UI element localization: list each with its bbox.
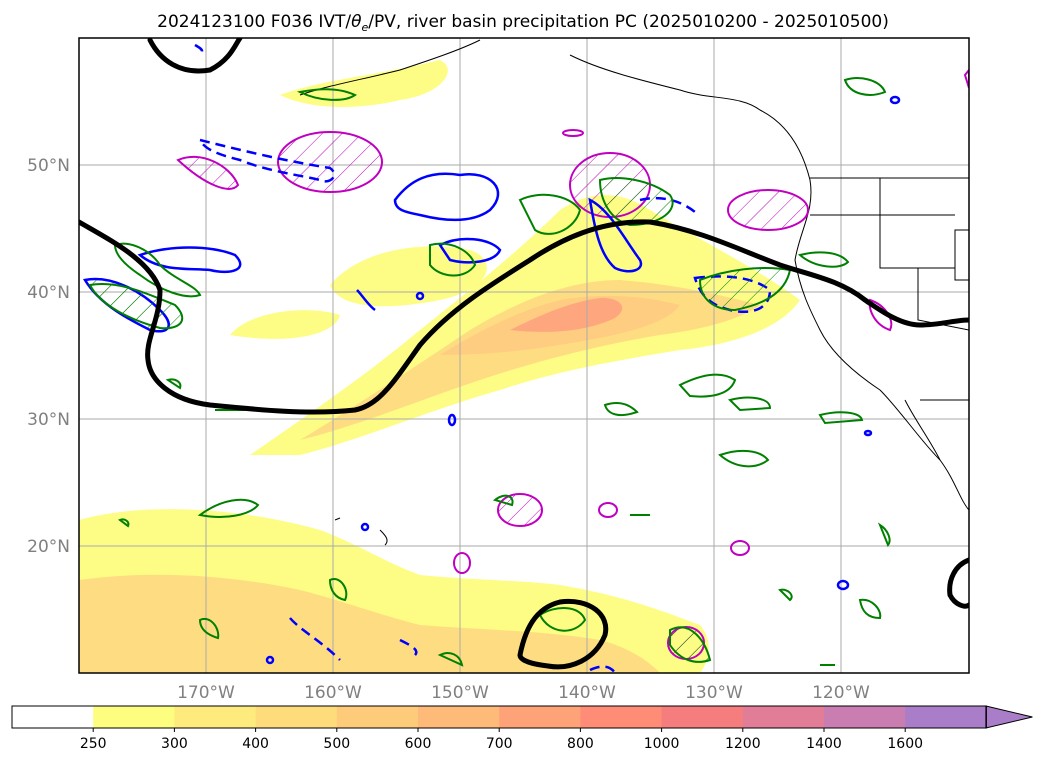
colorbar-extend-arrow <box>985 705 1033 729</box>
figure-title: 2024123100 F036 IVT/θe/PV, river basin p… <box>157 12 889 34</box>
colorbar: 250 300 400 500 600 700 800 1000 1200 1400 1600 <box>11 705 1033 752</box>
colorbar-tick-label: 1600 <box>887 736 923 752</box>
colorbar-segment <box>174 706 257 728</box>
colorbar-tick-label: 400 <box>242 736 269 752</box>
lon-tick-labels: 170°W 160°W 150°W 140°W 130°W 120°W <box>177 683 870 703</box>
colorbar-tick-label: 1000 <box>644 736 680 752</box>
colorbar-tick-label: 600 <box>405 736 432 752</box>
ivt-fill-600 <box>510 297 623 332</box>
colorbar-segment <box>905 706 987 728</box>
colorbar-segment <box>336 706 419 728</box>
map-content <box>79 38 969 673</box>
colorbar-segment <box>255 706 338 728</box>
lon-tick-label: 150°W <box>431 683 489 703</box>
coastlines <box>299 39 969 546</box>
colorbar-tick-label: 700 <box>486 736 513 752</box>
pv-contours <box>79 38 969 670</box>
lon-tick-label: 130°W <box>685 683 743 703</box>
colorbar-tick-label: 1400 <box>806 736 842 752</box>
colorbar-tick-label: 1200 <box>725 736 761 752</box>
colorbar-segment-under <box>12 706 94 728</box>
lon-tick-label: 140°W <box>558 683 616 703</box>
lon-tick-label: 120°W <box>812 683 870 703</box>
colorbar-segment <box>418 706 500 728</box>
map-frame <box>78 37 970 674</box>
gridlines <box>79 38 969 673</box>
colorbar-tick-label: 300 <box>161 736 188 752</box>
pv-contour-north <box>147 38 243 74</box>
lat-tick-label: 50°N <box>27 156 70 176</box>
colorbar-segment <box>93 706 175 728</box>
lon-tick-label: 160°W <box>304 683 362 703</box>
lat-tick-label: 30°N <box>27 410 70 430</box>
lat-tick-label: 20°N <box>27 537 70 557</box>
colorbar-segment <box>661 706 744 728</box>
ivt-fill-300 <box>79 280 760 673</box>
lon-tick-label: 170°W <box>177 683 235 703</box>
colorbar-tick-label: 500 <box>323 736 350 752</box>
pv-contour-main <box>79 219 969 415</box>
lat-tick-label: 40°N <box>27 283 70 303</box>
pv-contour-south <box>517 598 609 670</box>
colorbar-segment <box>499 706 581 728</box>
colorbar-tick-label: 800 <box>567 736 594 752</box>
precip-contours <box>88 77 891 667</box>
colorbar-tick-label: 250 <box>80 736 107 752</box>
colorbar-segment <box>742 706 825 728</box>
colorbar-segment <box>824 706 906 728</box>
colorbar-segment <box>580 706 663 728</box>
lat-tick-labels: 50°N 40°N 30°N 20°N <box>27 156 70 557</box>
pv-contour-east <box>947 557 969 609</box>
